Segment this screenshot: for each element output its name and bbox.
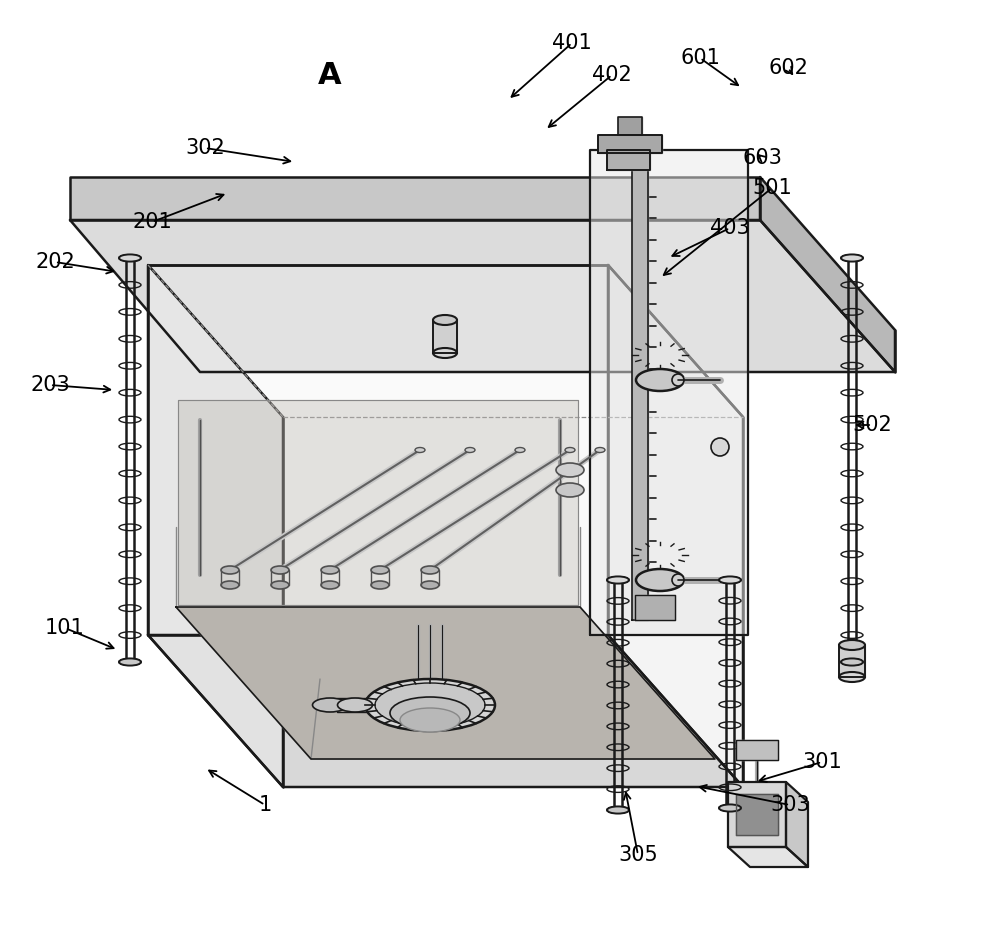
Ellipse shape — [465, 448, 475, 453]
Polygon shape — [728, 782, 786, 847]
Polygon shape — [786, 782, 808, 867]
Text: 603: 603 — [742, 148, 782, 168]
Ellipse shape — [841, 254, 863, 262]
Text: 202: 202 — [35, 252, 75, 272]
Polygon shape — [433, 320, 457, 353]
Text: 305: 305 — [618, 845, 658, 865]
Polygon shape — [178, 400, 578, 605]
Text: 601: 601 — [680, 48, 720, 68]
Polygon shape — [632, 160, 648, 620]
Ellipse shape — [636, 369, 684, 391]
Ellipse shape — [607, 806, 629, 813]
Text: 302: 302 — [185, 138, 225, 158]
Ellipse shape — [556, 463, 584, 477]
Text: A: A — [318, 61, 342, 90]
Polygon shape — [590, 150, 748, 635]
Polygon shape — [760, 177, 895, 372]
Ellipse shape — [433, 315, 457, 325]
Ellipse shape — [365, 679, 495, 731]
Polygon shape — [148, 265, 283, 787]
Ellipse shape — [390, 697, 470, 729]
Ellipse shape — [271, 566, 289, 574]
Ellipse shape — [338, 698, 372, 712]
Ellipse shape — [415, 448, 425, 453]
Ellipse shape — [607, 576, 629, 583]
Ellipse shape — [556, 483, 584, 497]
Ellipse shape — [839, 672, 865, 682]
Ellipse shape — [119, 658, 141, 666]
Text: 203: 203 — [30, 375, 70, 395]
Text: 602: 602 — [768, 58, 808, 78]
Ellipse shape — [672, 574, 684, 586]
Text: 403: 403 — [710, 218, 750, 238]
Polygon shape — [736, 740, 778, 760]
Text: 502: 502 — [852, 415, 892, 435]
Ellipse shape — [515, 448, 525, 453]
Polygon shape — [176, 607, 715, 759]
Polygon shape — [635, 595, 675, 620]
Ellipse shape — [400, 708, 460, 732]
Polygon shape — [598, 135, 662, 153]
Polygon shape — [607, 150, 650, 170]
Ellipse shape — [421, 581, 439, 589]
Ellipse shape — [672, 374, 684, 386]
Polygon shape — [736, 794, 778, 835]
Ellipse shape — [565, 448, 575, 453]
Polygon shape — [839, 645, 865, 677]
Ellipse shape — [719, 804, 741, 812]
Text: 301: 301 — [802, 752, 842, 772]
Ellipse shape — [711, 438, 729, 456]
Text: 402: 402 — [592, 65, 632, 85]
Polygon shape — [608, 265, 743, 787]
Polygon shape — [148, 635, 743, 787]
Ellipse shape — [312, 698, 348, 712]
Ellipse shape — [271, 581, 289, 589]
Text: 1: 1 — [258, 795, 272, 815]
Polygon shape — [70, 220, 895, 372]
Ellipse shape — [221, 566, 239, 574]
Ellipse shape — [371, 581, 389, 589]
Ellipse shape — [321, 581, 339, 589]
Ellipse shape — [719, 576, 741, 583]
Ellipse shape — [221, 581, 239, 589]
Text: 101: 101 — [45, 618, 85, 638]
Ellipse shape — [841, 658, 863, 666]
Polygon shape — [70, 177, 760, 220]
Ellipse shape — [636, 569, 684, 591]
Ellipse shape — [321, 566, 339, 574]
Text: 201: 201 — [132, 212, 172, 232]
Ellipse shape — [595, 448, 605, 453]
Text: 303: 303 — [770, 795, 810, 815]
Ellipse shape — [119, 254, 141, 262]
Text: 401: 401 — [552, 33, 592, 53]
Polygon shape — [618, 117, 642, 135]
Ellipse shape — [433, 348, 457, 358]
Ellipse shape — [375, 683, 485, 727]
Ellipse shape — [371, 566, 389, 574]
Polygon shape — [728, 847, 808, 867]
Text: 501: 501 — [752, 178, 792, 198]
Ellipse shape — [421, 566, 439, 574]
Polygon shape — [148, 265, 608, 635]
Ellipse shape — [839, 640, 865, 650]
